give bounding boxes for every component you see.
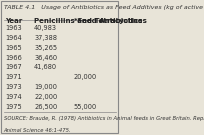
Text: SOURCE: Braude, R. (1978) Antibiotics in Animal feeds in Great Britain. Reprinte: SOURCE: Braude, R. (1978) Antibiotics in… — [4, 116, 204, 121]
Text: 1964: 1964 — [5, 35, 22, 41]
Text: 19,000: 19,000 — [34, 84, 57, 90]
Text: Year: Year — [5, 18, 22, 24]
Text: 1974: 1974 — [5, 94, 22, 100]
Text: TABLE 4.1   Usage of Antibiotics as Feed Additives (kg of active ingredients): TABLE 4.1 Usage of Antibiotics as Feed A… — [4, 5, 204, 10]
Text: 1967: 1967 — [5, 64, 22, 70]
FancyBboxPatch shape — [1, 1, 119, 133]
Text: 41,680: 41,680 — [34, 64, 57, 70]
Text: 55,000: 55,000 — [74, 104, 97, 110]
Text: 36,460: 36,460 — [34, 55, 57, 61]
Text: 1973: 1973 — [5, 84, 22, 90]
Text: *Feed Antibiotics: *Feed Antibiotics — [74, 18, 142, 24]
Text: 1965: 1965 — [5, 45, 22, 51]
Text: Penicillins and Tetracyclines: Penicillins and Tetracyclines — [34, 18, 147, 24]
Text: 26,500: 26,500 — [34, 104, 57, 110]
Text: 1971: 1971 — [5, 74, 22, 80]
Text: 22,000: 22,000 — [34, 94, 57, 100]
Text: 35,265: 35,265 — [34, 45, 57, 51]
Text: 37,388: 37,388 — [34, 35, 57, 41]
Text: 20,000: 20,000 — [74, 74, 97, 80]
Text: 1966: 1966 — [5, 55, 22, 61]
Text: Animal Science 46:1-475.: Animal Science 46:1-475. — [4, 128, 71, 133]
Text: 1963: 1963 — [5, 25, 22, 31]
Text: 1975: 1975 — [5, 104, 22, 110]
Text: 40,983: 40,983 — [34, 25, 57, 31]
